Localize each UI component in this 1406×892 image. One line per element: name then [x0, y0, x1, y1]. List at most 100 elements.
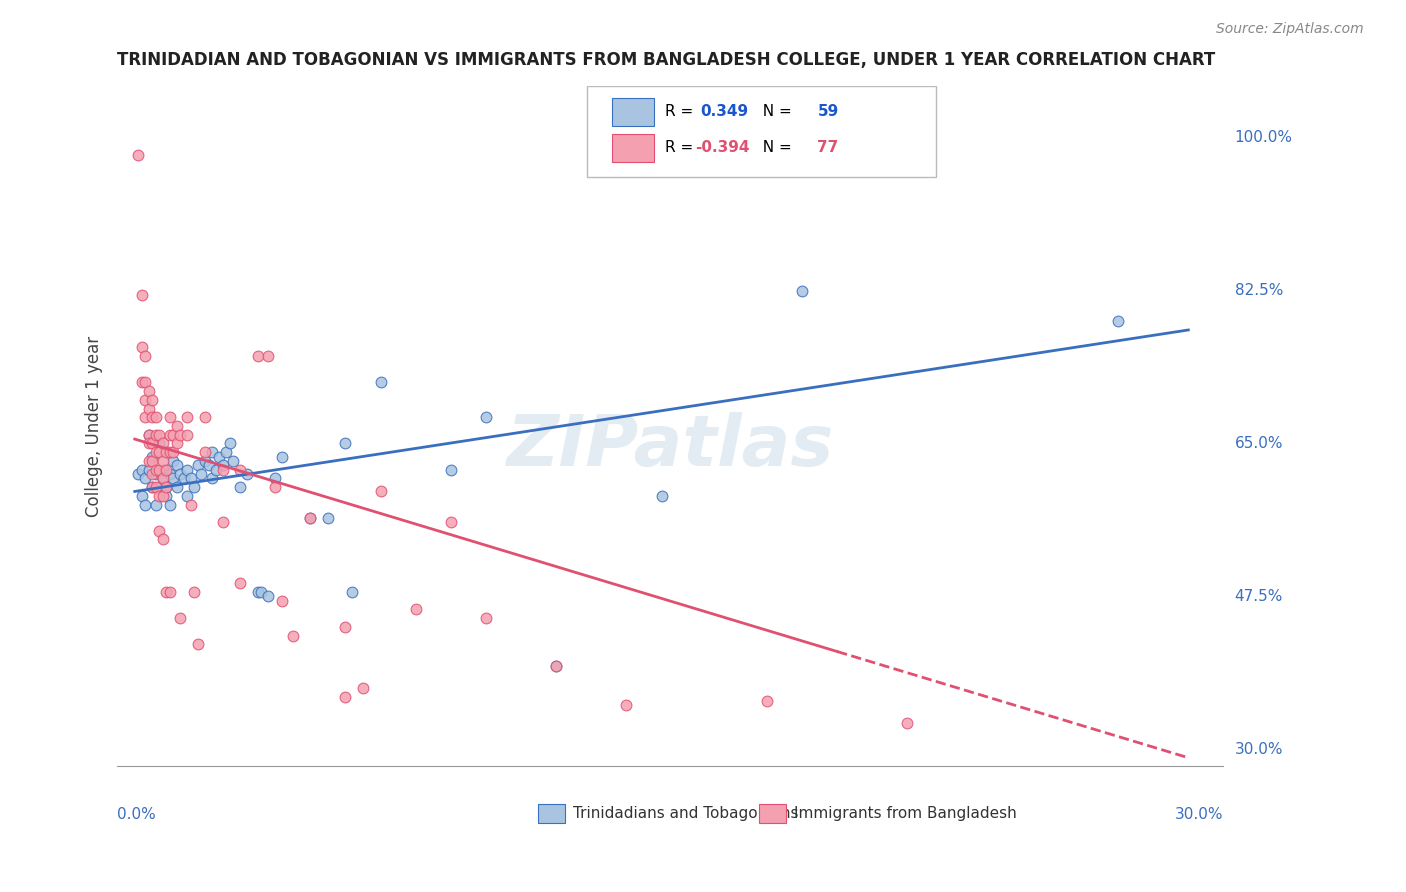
Point — [166, 458, 188, 473]
Point — [616, 698, 638, 713]
Point — [246, 349, 269, 363]
Point — [475, 410, 498, 425]
Point — [335, 690, 357, 704]
Point — [299, 510, 322, 524]
Point — [546, 659, 568, 673]
Point — [155, 480, 177, 494]
Point — [201, 471, 224, 485]
Point — [134, 498, 156, 512]
Point — [155, 585, 177, 599]
Point — [173, 471, 195, 485]
Point — [440, 463, 463, 477]
Point — [208, 450, 231, 464]
Point — [370, 376, 392, 390]
Point — [145, 410, 167, 425]
Point — [176, 489, 198, 503]
Point — [159, 498, 181, 512]
Point — [134, 410, 156, 425]
Point — [370, 484, 392, 499]
Text: -0.394: -0.394 — [695, 140, 749, 155]
Bar — [759, 804, 786, 823]
Text: N =: N = — [754, 140, 797, 155]
Point — [148, 427, 170, 442]
Point — [250, 585, 273, 599]
Text: 82.5%: 82.5% — [1234, 283, 1282, 298]
Point — [229, 576, 252, 591]
Point — [755, 694, 778, 708]
Point — [145, 445, 167, 459]
Text: 0.349: 0.349 — [700, 103, 748, 119]
Point — [342, 585, 364, 599]
Point — [197, 458, 219, 473]
Text: 100.0%: 100.0% — [1234, 130, 1292, 145]
Point — [169, 427, 191, 442]
Point — [218, 436, 240, 450]
Bar — [612, 134, 654, 162]
Point — [180, 498, 202, 512]
Point — [141, 392, 163, 407]
Text: N =: N = — [754, 103, 797, 119]
Point — [148, 436, 170, 450]
Point — [222, 454, 245, 468]
Point — [127, 467, 149, 481]
Point — [229, 463, 252, 477]
Point — [159, 467, 181, 481]
Point — [148, 524, 170, 538]
Point — [211, 515, 233, 529]
Point — [896, 715, 918, 730]
Point — [152, 489, 174, 503]
Point — [176, 463, 198, 477]
Point — [166, 419, 188, 434]
Point — [166, 480, 188, 494]
Point — [159, 410, 181, 425]
Point — [194, 410, 217, 425]
Bar — [612, 98, 654, 127]
Point — [131, 340, 153, 354]
Point — [145, 498, 167, 512]
Text: 30.0%: 30.0% — [1175, 807, 1223, 822]
Point — [159, 445, 181, 459]
Point — [546, 659, 568, 673]
Point — [162, 454, 184, 468]
Point — [159, 427, 181, 442]
Text: Source: ZipAtlas.com: Source: ZipAtlas.com — [1216, 22, 1364, 37]
Point — [246, 585, 269, 599]
Point — [335, 620, 357, 634]
Point — [155, 480, 177, 494]
Point — [152, 533, 174, 547]
Point — [134, 376, 156, 390]
Point — [131, 288, 153, 302]
Text: Immigrants from Bangladesh: Immigrants from Bangladesh — [794, 806, 1017, 821]
Point — [187, 458, 209, 473]
Point — [145, 427, 167, 442]
Point — [166, 436, 188, 450]
Point — [229, 480, 252, 494]
Point — [141, 467, 163, 481]
Point — [215, 445, 238, 459]
Point — [145, 480, 167, 494]
Point — [190, 467, 212, 481]
Text: 77: 77 — [817, 140, 839, 155]
Point — [211, 463, 233, 477]
Point — [152, 471, 174, 485]
Text: 30.0%: 30.0% — [1234, 741, 1284, 756]
Point — [264, 480, 287, 494]
Point — [127, 148, 149, 162]
Point — [148, 445, 170, 459]
Point — [169, 611, 191, 625]
Point — [138, 463, 160, 477]
Point — [211, 458, 233, 473]
Text: R =: R = — [665, 140, 697, 155]
Point — [152, 471, 174, 485]
Point — [134, 471, 156, 485]
Point — [257, 589, 280, 603]
Point — [155, 463, 177, 477]
Point — [148, 463, 170, 477]
Point — [180, 471, 202, 485]
Point — [187, 637, 209, 651]
Point — [162, 427, 184, 442]
Point — [176, 427, 198, 442]
Point — [134, 349, 156, 363]
Point — [183, 480, 205, 494]
Point — [405, 602, 427, 616]
